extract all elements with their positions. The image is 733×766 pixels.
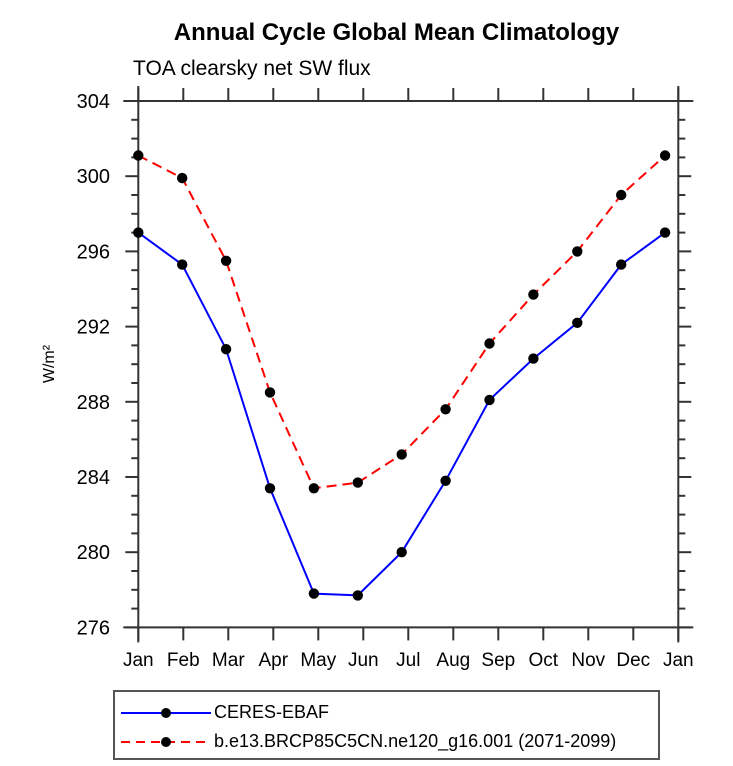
x-tick-label: Sep xyxy=(481,650,515,671)
data-point-marker xyxy=(484,394,495,406)
y-tick-label: 284 xyxy=(77,467,110,489)
y-tick-label: 292 xyxy=(77,317,110,339)
series-path-0 xyxy=(137,231,666,597)
legend-item-ceres: CERES-EBAF xyxy=(120,698,658,727)
legend-label-model: b.e13.BRCP85C5CN.ne120_g16.001 (2071-209… xyxy=(214,731,617,751)
data-point-marker xyxy=(220,255,232,266)
x-tick-label: Feb xyxy=(167,650,200,671)
legend-item-model: b.e13.BRCP85C5CN.ne120_g16.001 (2071-209… xyxy=(120,727,658,756)
x-tick-label: Dec xyxy=(616,650,650,671)
y-tick-label: 304 xyxy=(77,91,110,113)
data-point-marker xyxy=(616,189,627,201)
x-tick-label: Jan xyxy=(663,650,694,671)
y-tick-label: 276 xyxy=(77,617,110,639)
x-tick-label: Mar xyxy=(212,650,245,671)
y-ticks xyxy=(125,100,692,629)
x-tick-label: Jun xyxy=(348,650,379,671)
data-point-marker xyxy=(396,547,407,558)
data-point-marker xyxy=(484,338,495,349)
data-point-marker xyxy=(177,259,188,270)
y-tick-label: 280 xyxy=(77,542,110,564)
data-point-marker xyxy=(133,227,144,238)
data-point-marker xyxy=(177,172,188,184)
data-point-marker xyxy=(352,590,363,601)
legend-label-ceres: CERES-EBAF xyxy=(214,702,330,722)
data-point-marker xyxy=(308,483,320,494)
x-tick-label: May xyxy=(300,650,336,671)
chart-subtitle: TOA clearsky net SW flux xyxy=(133,57,371,80)
series-line-1 xyxy=(137,154,666,490)
data-point-marker xyxy=(572,317,583,328)
x-tick-label: Aug xyxy=(436,650,470,671)
x-tick-labels: Jan Feb Mar Apr May Jun Jul Aug Sep Oct Nov Dec Jan xyxy=(123,650,694,671)
legend-line-sample-dashed xyxy=(121,736,211,747)
data-point-marker xyxy=(308,588,320,599)
data-point-marker xyxy=(352,477,363,488)
series-path-1 xyxy=(137,154,666,490)
data-point-marker xyxy=(659,227,671,238)
legend: CERES-EBAF b.e13.BRCP85C5CN.ne120_g16.00… xyxy=(113,690,660,760)
x-tick-label: Apr xyxy=(259,650,289,671)
axis-frame xyxy=(123,86,694,643)
y-tick-label: 300 xyxy=(77,166,110,188)
legend-line-sample-solid xyxy=(121,707,211,718)
x-ticks xyxy=(137,88,680,641)
data-point-marker xyxy=(396,449,407,460)
x-tick-label: Jan xyxy=(123,650,154,671)
data-point-marker xyxy=(659,150,671,161)
data-point-marker xyxy=(528,289,539,300)
legend-marker-dot xyxy=(161,736,171,747)
x-tick-label: Jul xyxy=(396,650,420,671)
chart-title: Annual Cycle Global Mean Climatology xyxy=(173,19,620,46)
data-point-marker xyxy=(528,353,539,364)
series-line-0 xyxy=(137,231,666,597)
data-point-marker xyxy=(616,259,627,270)
y-tick-label: 296 xyxy=(77,241,110,263)
legend-marker-dot xyxy=(161,707,171,718)
data-point-marker xyxy=(440,404,451,415)
series-markers-0 xyxy=(133,227,671,601)
y-tick-labels: 276 280 284 288 292 296 300 304 xyxy=(77,91,110,639)
data-point-marker xyxy=(133,150,144,161)
data-point-marker xyxy=(264,483,276,494)
series-markers-1 xyxy=(133,150,671,494)
x-tick-label: Nov xyxy=(571,650,605,671)
y-tick-label: 288 xyxy=(77,392,110,414)
data-point-marker xyxy=(440,475,451,486)
data-point-marker xyxy=(264,387,276,398)
data-point-marker xyxy=(220,344,232,355)
data-point-marker xyxy=(572,246,583,257)
x-tick-label: Oct xyxy=(529,650,559,671)
